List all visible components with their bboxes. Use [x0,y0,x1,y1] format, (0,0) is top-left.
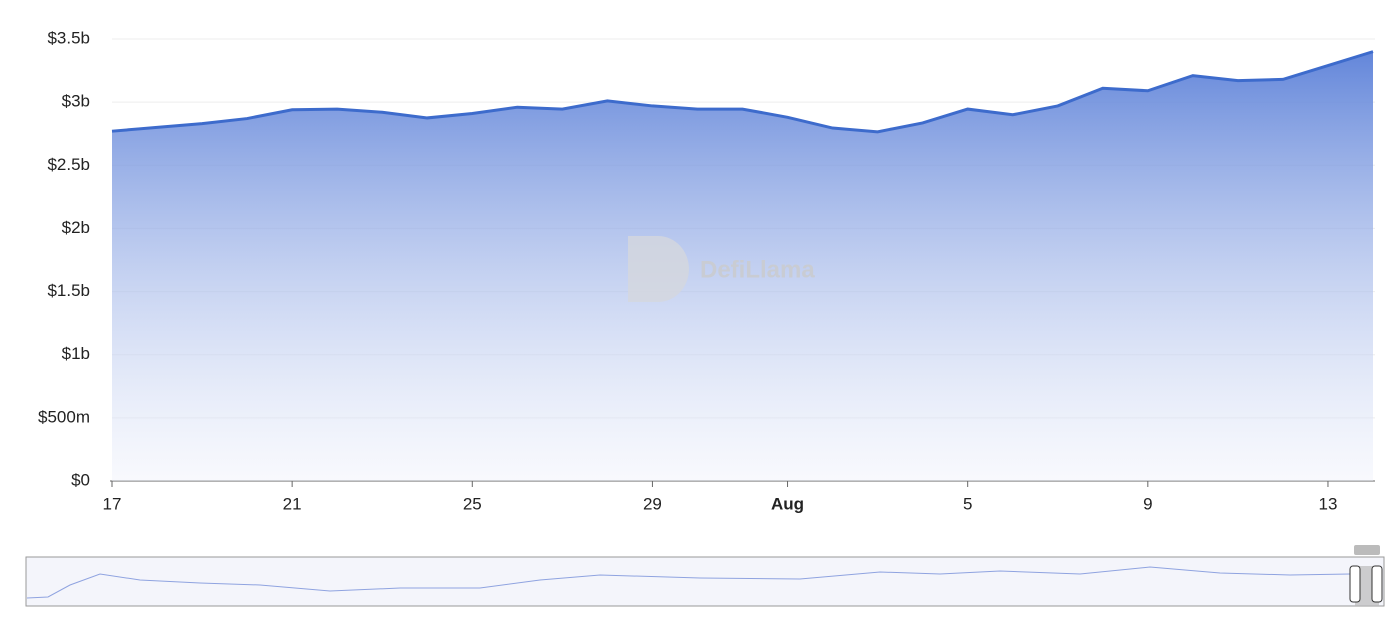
y-tick-label: $500m [38,407,90,426]
y-tick-label: $1b [62,344,90,363]
y-tick-label: $0 [71,470,90,489]
y-tick-label: $2.5b [47,155,90,174]
watermark-logo: DefiLlama [628,236,815,302]
x-tick-label: 9 [1143,494,1152,513]
navigator-handle[interactable] [1349,565,1361,603]
x-tick-label: 29 [643,494,662,513]
y-tick-label: $2b [62,218,90,237]
navigator-handle[interactable] [1371,565,1383,603]
x-tick-label: 17 [103,494,122,513]
navigator-frame [25,556,1385,607]
navigator-grip[interactable] [1354,545,1380,555]
y-tick-label: $1.5b [47,281,90,300]
navigator-preview [26,566,1351,599]
x-tick-label: 13 [1319,494,1338,513]
x-tick-label: 5 [963,494,972,513]
y-tick-label: $3b [62,92,90,111]
area-fill [112,51,1373,481]
line [111,50,1374,134]
x-tick-label: 25 [463,494,482,513]
navigator [25,545,1385,607]
plot-area: $0 $500m $1b $1.5b $2b $2.5b $3b $3.5b 17 21 25 29 A… [38,28,1375,513]
watermark: DefiLlama [700,256,815,283]
y-tick-label: $3.5b [47,28,90,47]
x-tick-label: 21 [283,494,302,513]
x-tick-label: Aug [771,494,804,513]
